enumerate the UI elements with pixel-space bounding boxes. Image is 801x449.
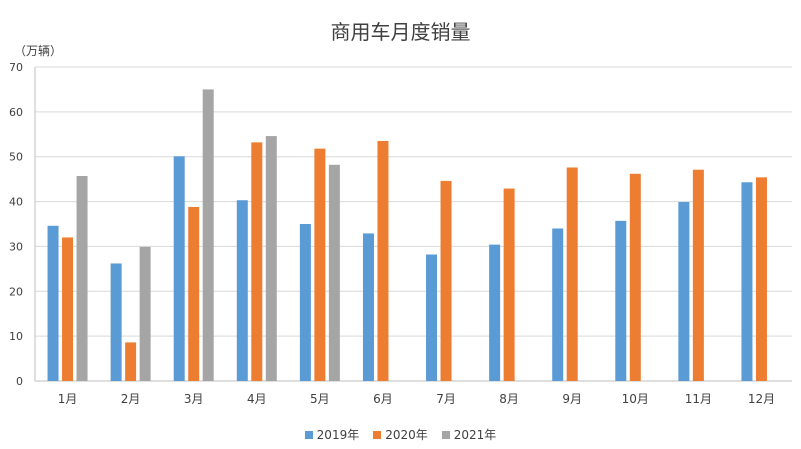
x-tick-label: 7月 [436,392,456,406]
bar [173,156,185,381]
legend-swatch-2020 [373,430,382,439]
x-tick-label: 4月 [247,392,267,406]
legend-swatch-2019 [304,430,313,439]
legend-label-2020: 2020年 [385,428,428,442]
legend-label-2021: 2021年 [453,428,497,442]
bar [755,177,767,381]
bar [299,224,311,381]
y-axis-unit-label: （万辆） [14,44,63,58]
bar [615,220,627,381]
bar [125,342,137,381]
x-tick-label: 8月 [499,392,519,406]
bar [362,233,374,381]
x-tick-label: 1月 [58,392,78,406]
bar [251,142,263,381]
bar [314,148,326,381]
bar [678,202,690,381]
y-tick-label: 60 [9,106,23,119]
bar [328,164,340,381]
bar [76,176,88,381]
bar [188,206,200,381]
bar [426,254,438,381]
y-tick-label: 20 [9,285,23,298]
y-tick-label: 40 [9,196,23,209]
y-tick-label: 50 [9,151,23,164]
bar [62,237,74,381]
legend-swatch-2021 [441,430,450,439]
legend-item-2021: 2021年 [441,426,497,443]
x-tick-label: 6月 [373,392,393,406]
bar [110,263,122,381]
x-tick-label: 9月 [562,392,582,406]
bar [236,200,248,381]
x-tick-label: 11月 [685,392,712,406]
bar [47,225,59,381]
x-tick-label: 2月 [121,392,141,406]
bar [552,228,564,381]
bar [489,244,501,381]
y-tick-label: 0 [16,375,23,388]
x-tick-label: 12月 [748,392,775,406]
chart-title: 商用车月度销量 [330,20,471,44]
y-tick-label: 10 [9,330,23,343]
bar [440,180,452,381]
legend-label-2019: 2019年 [316,428,360,442]
x-tick-label: 5月 [310,392,330,406]
bar [139,246,151,381]
bar [741,182,753,381]
bar [202,89,214,381]
bar [566,167,578,381]
y-tick-label: 30 [9,240,23,253]
bar [377,141,389,381]
legend: 2019年 2020年 2021年 [0,426,801,443]
legend-item-2020: 2020年 [373,426,428,443]
bar [629,173,641,381]
bar [503,188,515,381]
x-tick-label: 3月 [184,392,204,406]
x-tick-label: 10月 [622,392,649,406]
bar [692,169,704,381]
legend-item-2019: 2019年 [304,426,360,443]
bar [265,136,277,381]
y-tick-label: 70 [9,61,23,74]
